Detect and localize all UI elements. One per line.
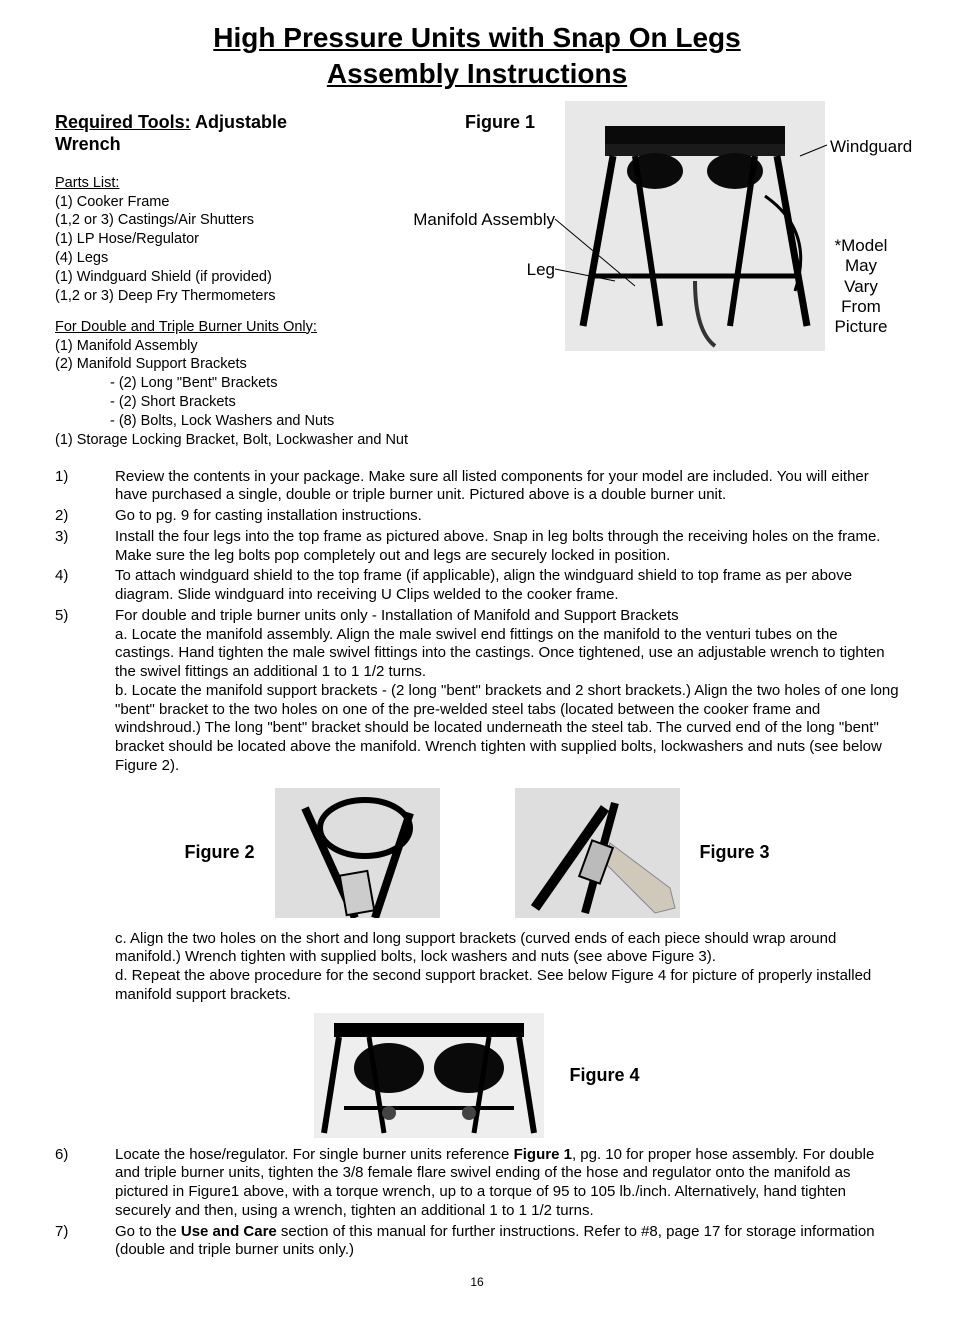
parts-list-header: Parts List: [55, 174, 355, 193]
step5-c: c. Align the two holes on the short and … [115, 930, 836, 966]
required-tools: Required Tools: Adjustable Wrench [55, 111, 355, 156]
step-text: To attach windguard shield to the top fr… [115, 567, 899, 605]
step5-b: b. Locate the manifold support brackets … [115, 682, 899, 774]
figure3-image [515, 788, 680, 918]
figure4-image [314, 1013, 544, 1138]
dt-header: For Double and Triple Burner Units Only: [55, 318, 355, 337]
dt-sub: - (2) Short Brackets [110, 393, 355, 412]
top-section: Required Tools: Adjustable Wrench Parts … [55, 111, 899, 431]
part-item: (1) Cooker Frame [55, 193, 355, 212]
step-number: 2) [55, 507, 115, 526]
step5-a: a. Locate the manifold assembly. Align t… [115, 626, 885, 681]
step5-d: d. Repeat the above procedure for the se… [115, 967, 871, 1003]
steps-list: 1) Review the contents in your package. … [55, 468, 899, 776]
figure3-label: Figure 3 [700, 841, 770, 864]
figure1-area: Figure 1 Windguard Manifold Assembly Leg… [355, 111, 899, 431]
step5-body: For double and triple burner units only … [115, 607, 899, 776]
step-text: Go to pg. 9 for casting installation ins… [115, 507, 899, 526]
step-text: Review the contents in your package. Mak… [115, 468, 899, 506]
part-item: (4) Legs [55, 249, 355, 268]
step-text: Install the four legs into the top frame… [115, 528, 899, 566]
dt-last-line: (1) Storage Locking Bracket, Bolt, Lockw… [55, 431, 899, 450]
step-number: 1) [55, 468, 115, 506]
step5-intro: For double and triple burner units only … [115, 607, 679, 624]
steps-6-7: 6) Locate the hose/regulator. For single… [55, 1146, 899, 1261]
step-row: 4) To attach windguard shield to the top… [55, 567, 899, 605]
step-row: 1) Review the contents in your package. … [55, 468, 899, 506]
step-number: 4) [55, 567, 115, 605]
dt-sub: - (8) Bolts, Lock Washers and Nuts [110, 412, 355, 431]
step7-body: Go to the Use and Care section of this m… [115, 1223, 899, 1261]
figure4-row: Figure 4 [55, 1013, 899, 1138]
step-number: 6) [55, 1146, 115, 1221]
step5-row: 5) For double and triple burner units on… [55, 607, 899, 776]
figure2-image [275, 788, 440, 918]
title-line1: High Pressure Units with Snap On Legs [213, 22, 740, 53]
step6-bold: Figure 1 [514, 1146, 572, 1163]
parts-list: Parts List: (1) Cooker Frame (1,2 or 3) … [55, 174, 355, 431]
dt-part: (2) Manifold Support Brackets [55, 355, 355, 374]
step7-pre: Go to the [115, 1223, 181, 1240]
step-row: 6) Locate the hose/regulator. For single… [55, 1146, 899, 1221]
title-line2: Assembly Instructions [327, 58, 627, 89]
step-row: 3) Install the four legs into the top fr… [55, 528, 899, 566]
step-number: 3) [55, 528, 115, 566]
left-column: Required Tools: Adjustable Wrench Parts … [55, 111, 355, 431]
step6-pre: Locate the hose/regulator. For single bu… [115, 1146, 514, 1163]
page-number: 16 [55, 1275, 899, 1290]
step5-cd: c. Align the two holes on the short and … [115, 930, 899, 1005]
step-number: 7) [55, 1223, 115, 1261]
dt-last: (1) Storage Locking Bracket, Bolt, Lockw… [55, 431, 899, 450]
part-item: (1,2 or 3) Castings/Air Shutters [55, 211, 355, 230]
page-title: High Pressure Units with Snap On Legs As… [55, 20, 899, 93]
step-row: 7) Go to the Use and Care section of thi… [55, 1223, 899, 1261]
figures-2-3-row: Figure 2 Figure 3 [55, 788, 899, 918]
part-item: (1) Windguard Shield (if provided) [55, 268, 355, 287]
step6-body: Locate the hose/regulator. For single bu… [115, 1146, 899, 1221]
step-row: 2) Go to pg. 9 for casting installation … [55, 507, 899, 526]
figure4-label: Figure 4 [569, 1064, 639, 1087]
figure2-label: Figure 2 [184, 841, 254, 864]
step-number: 5) [55, 607, 115, 776]
step7-bold: Use and Care [181, 1223, 277, 1240]
dt-sub: - (2) Long "Bent" Brackets [110, 374, 355, 393]
part-item: (1,2 or 3) Deep Fry Thermometers [55, 287, 355, 306]
part-item: (1) LP Hose/Regulator [55, 230, 355, 249]
required-tools-label: Required Tools: [55, 112, 191, 132]
dt-part: (1) Manifold Assembly [55, 337, 355, 356]
